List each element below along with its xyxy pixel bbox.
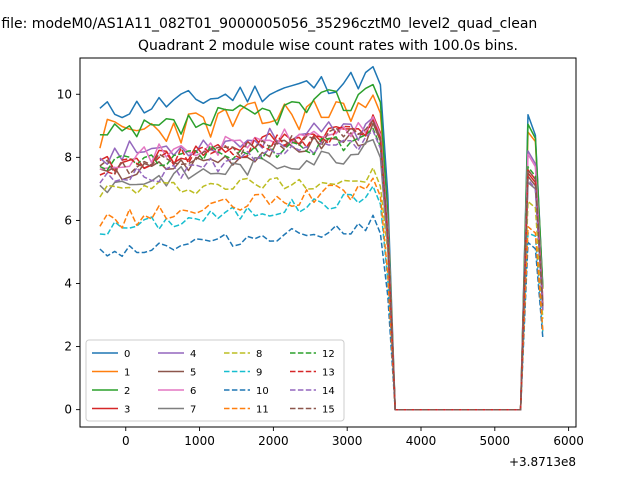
y-axis: 0 2 4 6 8 10 [57, 87, 80, 417]
x-tick-label: 5000 [480, 434, 511, 448]
x-tick-label: 0 [122, 434, 130, 448]
y-tick-label: 8 [64, 150, 72, 164]
y-tick-label: 2 [64, 340, 72, 354]
x-tick-label: 1000 [184, 434, 215, 448]
figure-suptitle: n file: modeM0/AS1A11_082T01_9000005056_… [0, 16, 537, 32]
x-tick-label: 4000 [406, 434, 437, 448]
legend-box [85, 339, 345, 422]
legend-label-12: 12 [322, 349, 335, 360]
legend-label-1: 1 [124, 368, 130, 379]
x-axis: 0 1000 2000 3000 4000 5000 6000 [122, 427, 584, 448]
axes-frame [79, 57, 577, 428]
series-line-15 [99, 119, 544, 411]
legend-label-15: 15 [322, 405, 335, 416]
legend-label-2: 2 [124, 386, 130, 397]
series-line-14 [99, 129, 544, 411]
legend-label-0: 0 [124, 349, 130, 360]
legend-label-3: 3 [124, 405, 130, 416]
chart-title: Quadrant 2 module wise count rates with … [138, 38, 518, 54]
y-tick-label: 6 [64, 213, 72, 227]
y-tick-label: 0 [64, 403, 72, 417]
legend-label-9: 9 [256, 368, 262, 379]
y-tick-label: 10 [57, 87, 72, 101]
x-tick-label: 2000 [258, 434, 289, 448]
x-tick-label: 6000 [553, 434, 584, 448]
legend-label-6: 6 [190, 386, 196, 397]
legend-label-13: 13 [322, 368, 335, 379]
x-tick-label: 3000 [332, 434, 363, 448]
plot-lines [99, 65, 544, 411]
legend-label-7: 7 [190, 405, 196, 416]
legend-label-4: 4 [190, 349, 196, 360]
legend-label-10: 10 [256, 386, 269, 397]
x-offset-label: +3.8713e8 [509, 455, 576, 469]
y-tick-label: 4 [64, 277, 72, 291]
legend-label-11: 11 [256, 405, 269, 416]
legend-label-8: 8 [256, 349, 262, 360]
legend-label-5: 5 [190, 368, 196, 379]
legend-label-14: 14 [322, 386, 335, 397]
series-line-8 [99, 167, 544, 411]
